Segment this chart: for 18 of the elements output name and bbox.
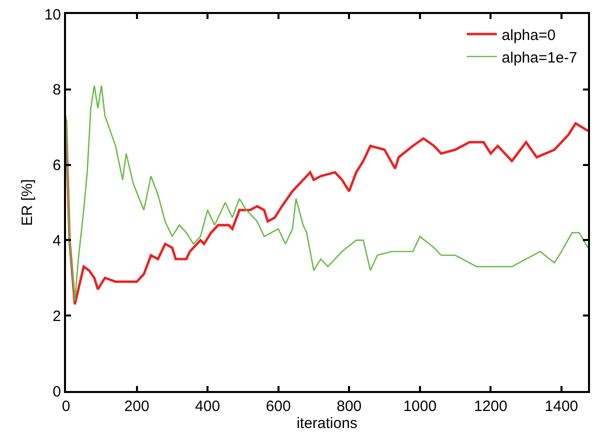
x-tick-label: 600 [266,398,291,415]
y-tick-label: 8 [52,82,61,99]
y-tick-label: 6 [52,157,61,174]
legend-label: alpha=1e-7 [502,49,578,66]
x-axis-title: iterations [296,415,358,432]
y-tick-label: 10 [44,6,61,24]
y-tick-label: 2 [52,308,61,325]
y-tick-label: 0 [52,383,61,400]
legend-label: alpha=0 [502,26,556,44]
x-tick-label: 1400 [544,398,578,415]
line-series [66,84,588,302]
x-tick-label: 800 [336,398,362,415]
x-tick-label: 200 [124,398,150,415]
x-tick-label: 1000 [403,398,437,415]
y-axis-title: ER [%] [19,179,36,226]
x-tick-label: 1200 [474,398,508,415]
y-tick-label: 4 [52,232,61,250]
x-tick-label: 400 [195,398,220,415]
